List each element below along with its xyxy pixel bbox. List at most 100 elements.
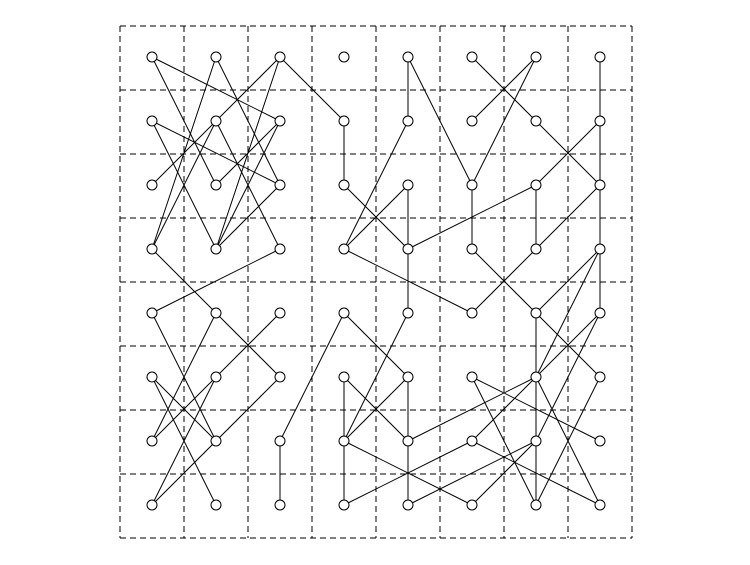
- node-r2c5: [466, 179, 478, 191]
- edge-r2c7-r3c6: [535, 184, 601, 250]
- node-r7c3: [338, 499, 350, 511]
- node-r0c3: [338, 51, 350, 63]
- node-r5c0: [146, 371, 158, 383]
- node-r4c1: [210, 307, 222, 319]
- edge-r5c3-r6c4: [343, 376, 409, 442]
- node-r1c7: [594, 115, 606, 127]
- edge-r3c2-r4c0: [151, 248, 281, 314]
- node-r6c2: [274, 435, 286, 447]
- edge-r4c7-r6c6: [535, 312, 601, 442]
- edge-r4c3-r5c4: [343, 312, 409, 378]
- node-r0c7: [594, 51, 606, 63]
- edge-r0c4-r2c5: [407, 56, 473, 186]
- node-r0c0: [146, 51, 158, 63]
- node-r6c5: [466, 435, 478, 447]
- edge-r4c6-r5c7: [535, 312, 601, 378]
- node-r2c1: [210, 179, 222, 191]
- edge-r1c0-r2c2: [151, 120, 281, 186]
- node-r3c7: [594, 243, 606, 255]
- node-r5c7: [594, 371, 606, 383]
- node-r1c0: [146, 115, 158, 127]
- edge-r5c1-r7c0: [151, 376, 217, 506]
- node-r4c4: [402, 307, 414, 319]
- edge-r1c1-r3c0: [151, 120, 217, 250]
- edge-r1c6-r2c7: [535, 120, 601, 186]
- node-r3c1: [210, 243, 222, 255]
- node-r1c5: [466, 115, 478, 127]
- node-r0c2: [274, 51, 286, 63]
- node-r2c4: [402, 179, 414, 191]
- edges: [151, 56, 601, 506]
- node-r5c6: [530, 371, 542, 383]
- node-r5c3: [338, 371, 350, 383]
- node-r3c3: [338, 243, 350, 255]
- edge-r0c0-r1c2: [151, 56, 281, 122]
- node-r7c6: [530, 499, 542, 511]
- edge-r0c6-r2c5: [471, 56, 537, 186]
- node-r7c2: [274, 499, 286, 511]
- edge-r1c4-r3c3: [343, 120, 409, 250]
- edge-r3c5-r4c6: [471, 248, 537, 314]
- edge-r5c7-r7c6: [535, 376, 601, 506]
- node-r4c7: [594, 307, 606, 319]
- node-r0c1: [210, 51, 222, 63]
- edge-r4c1-r6c0: [151, 312, 217, 442]
- edge-r6c6-r7c5: [471, 440, 537, 506]
- edge-r6c5-r7c3: [343, 440, 473, 506]
- node-r5c5: [466, 371, 478, 383]
- node-r2c2: [274, 179, 286, 191]
- edge-r4c4-r6c3: [343, 312, 409, 442]
- nodes: [146, 51, 606, 511]
- node-r1c4: [402, 115, 414, 127]
- node-r3c2: [274, 243, 286, 255]
- edge-r3c7-r5c6: [535, 248, 601, 378]
- node-r4c2: [274, 307, 286, 319]
- node-r5c1: [210, 371, 222, 383]
- node-r1c1: [210, 115, 222, 127]
- node-r4c0: [146, 307, 158, 319]
- node-r4c6: [530, 307, 542, 319]
- node-r7c0: [146, 499, 158, 511]
- edge-r0c1-r2c2: [215, 56, 281, 186]
- node-r6c4: [402, 435, 414, 447]
- edge-r2c2-r3c1: [215, 184, 281, 250]
- node-r7c5: [466, 499, 478, 511]
- node-r7c7: [594, 499, 606, 511]
- edge-r5c5-r7c6: [471, 376, 537, 506]
- node-r0c4: [402, 51, 414, 63]
- dashed-grid: [119, 25, 633, 539]
- edge-r3c7-r4c6: [535, 248, 601, 314]
- node-r6c3: [338, 435, 350, 447]
- node-r2c3: [338, 179, 350, 191]
- node-r6c6: [530, 435, 542, 447]
- edge-r6c4-r5c6: [407, 376, 537, 442]
- edge-r0c5-r1c6: [471, 56, 537, 122]
- edge-r0c2-r1c3: [279, 56, 345, 122]
- node-r5c4: [402, 371, 414, 383]
- node-r6c1: [210, 435, 222, 447]
- node-r7c4: [402, 499, 414, 511]
- edge-r1c2-r3c1: [215, 120, 281, 250]
- node-r1c6: [530, 115, 542, 127]
- node-r5c2: [274, 371, 286, 383]
- node-r3c5: [466, 243, 478, 255]
- node-r6c0: [146, 435, 158, 447]
- edge-r1c2-r2c1: [215, 120, 281, 186]
- node-r2c6: [530, 179, 542, 191]
- edge-r3c0-r4c1: [151, 248, 217, 314]
- node-r0c6: [530, 51, 542, 63]
- node-r4c5: [466, 307, 478, 319]
- node-r1c2: [274, 115, 286, 127]
- node-r7c1: [210, 499, 222, 511]
- edge-r0c0-r2c1: [151, 56, 217, 186]
- edge-r2c4-r3c3: [343, 184, 409, 250]
- node-r3c6: [530, 243, 542, 255]
- node-r2c0: [146, 179, 158, 191]
- node-r0c5: [466, 51, 478, 63]
- node-r3c4: [402, 243, 414, 255]
- edge-r6c6-r7c4: [407, 440, 537, 506]
- node-r4c3: [338, 307, 350, 319]
- node-r3c0: [146, 243, 158, 255]
